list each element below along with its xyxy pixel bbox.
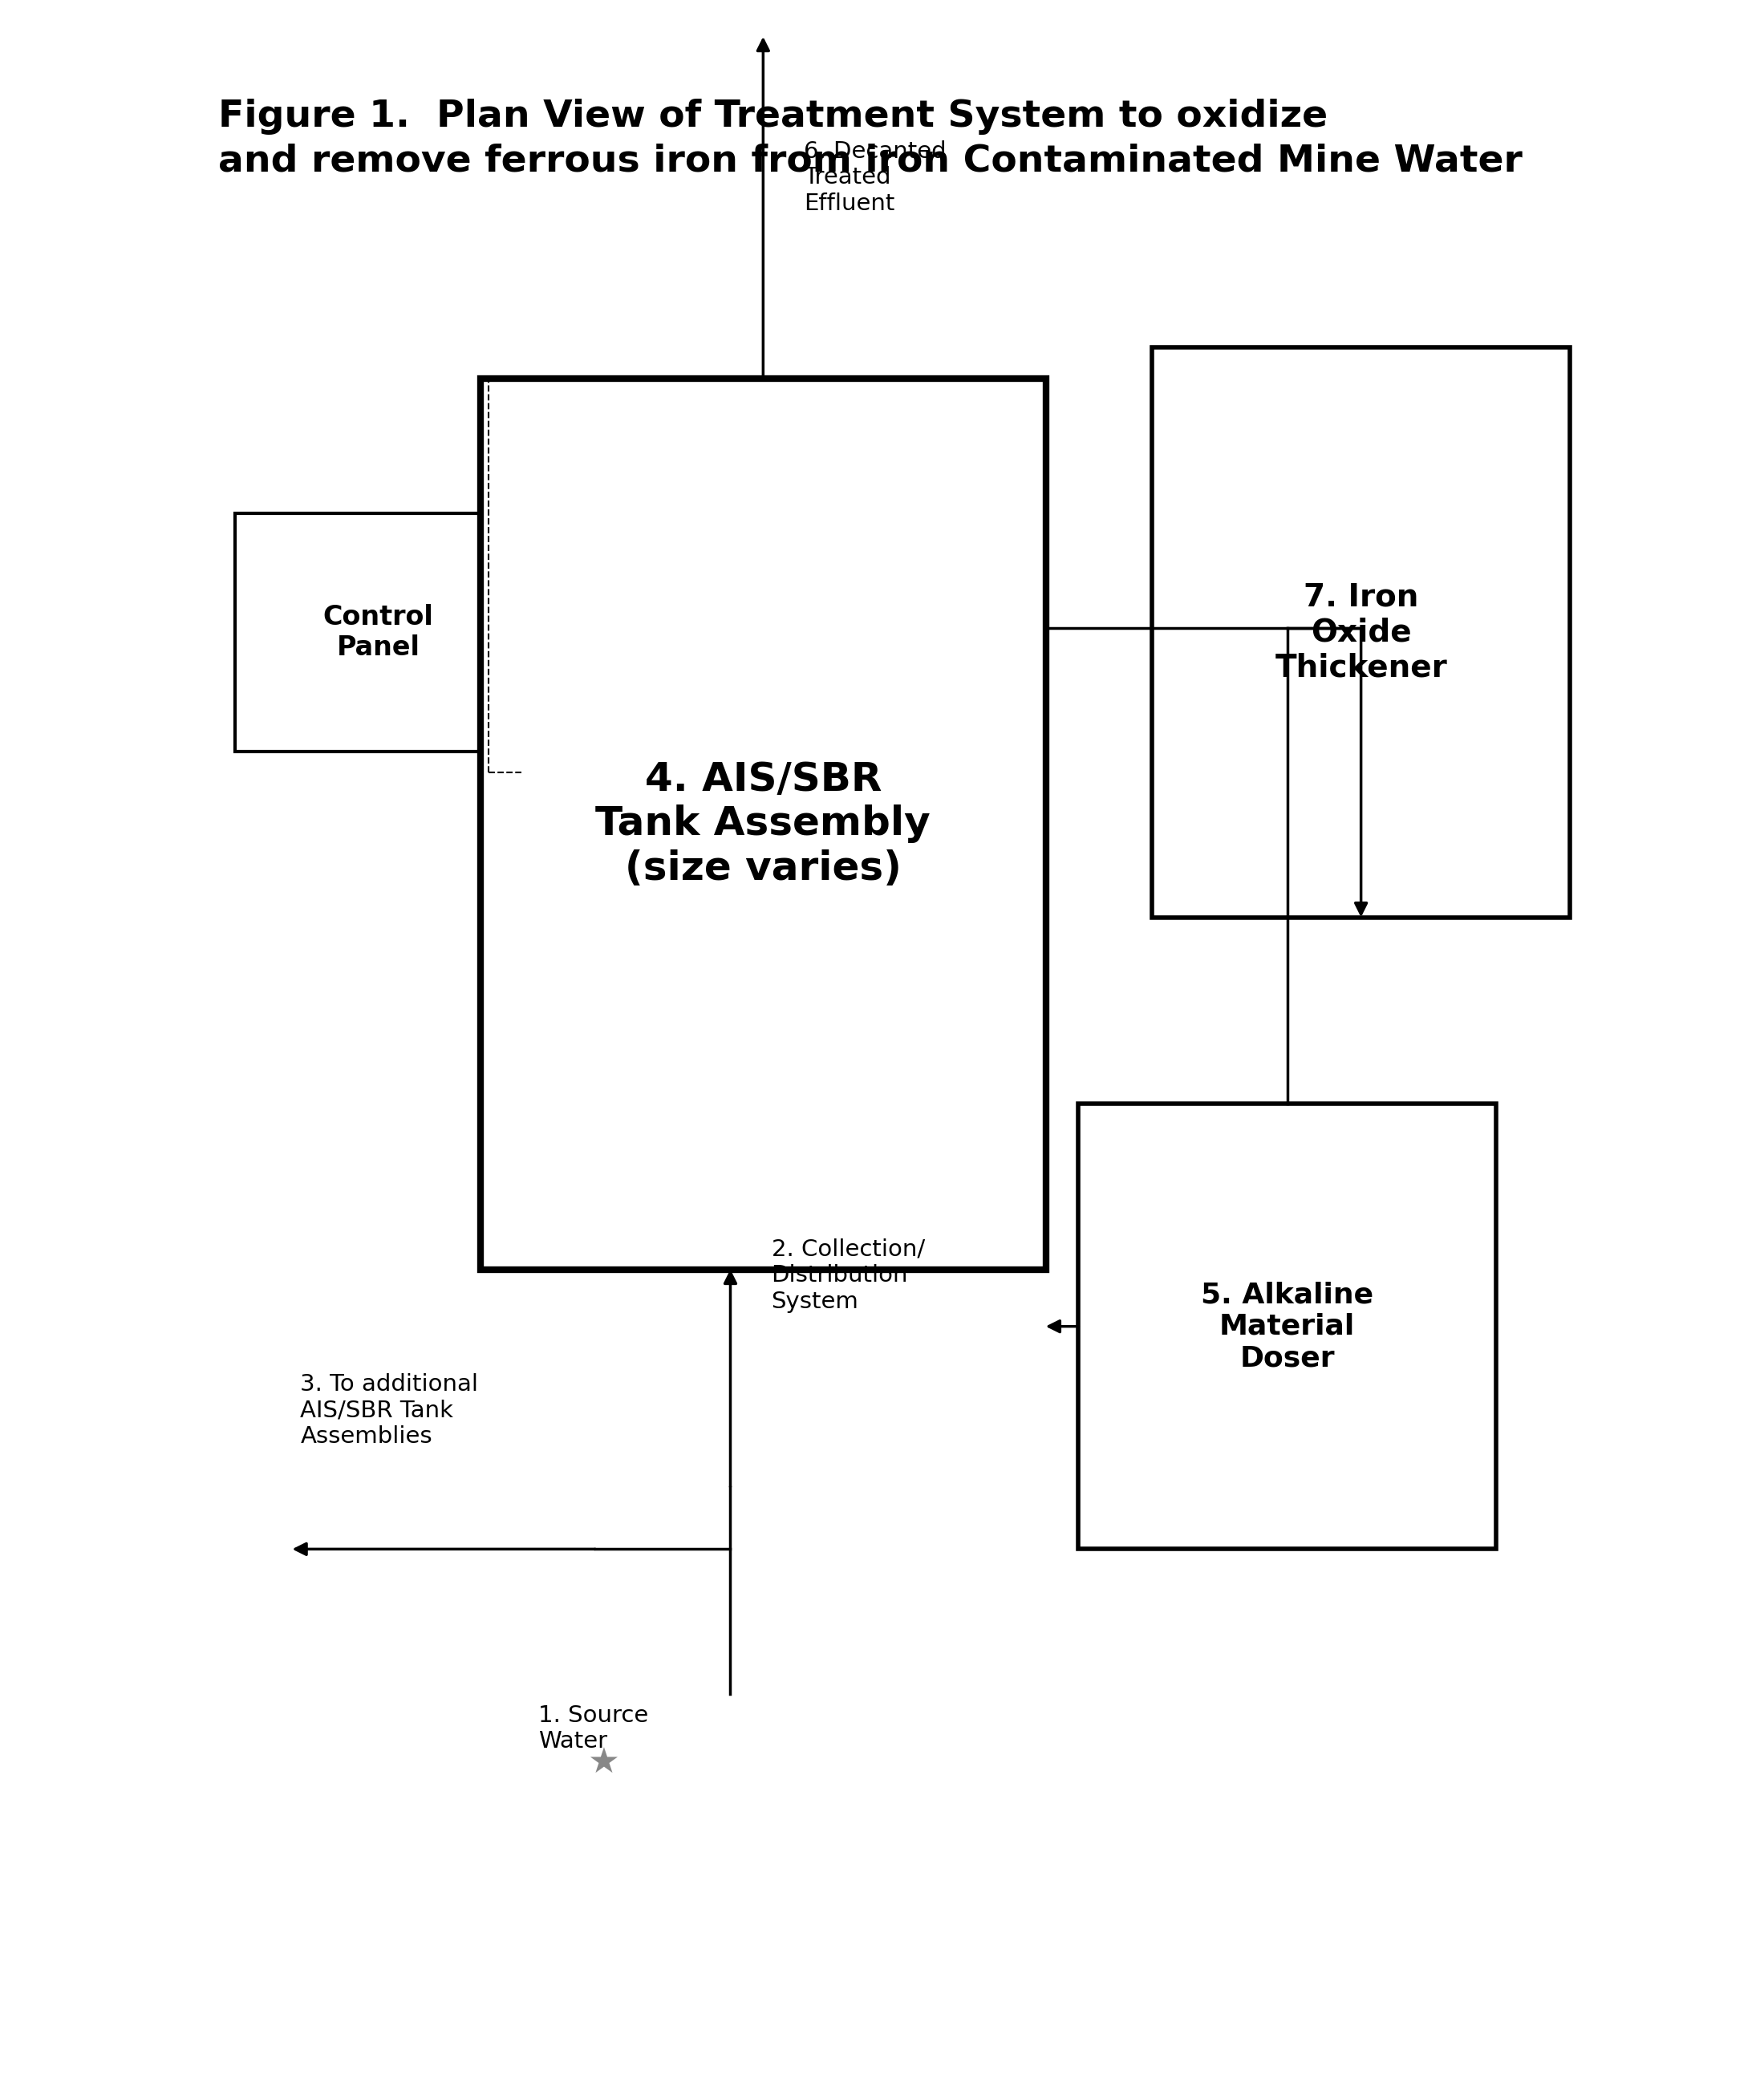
- Bar: [1152, 348, 1570, 917]
- Text: 7. Iron
Oxide
Thickener: 7. Iron Oxide Thickener: [1275, 581, 1446, 683]
- Text: Control
Panel: Control Panel: [323, 604, 434, 660]
- Text: 1. Source
Water: 1. Source Water: [538, 1704, 647, 1754]
- Text: 4. AIS/SBR
Tank Assembly
(size varies): 4. AIS/SBR Tank Assembly (size varies): [596, 760, 931, 887]
- Text: ★: ★: [587, 1746, 619, 1781]
- Text: Figure 1.  Plan View of Treatment System to oxidize
and remove ferrous iron from: Figure 1. Plan View of Treatment System …: [219, 98, 1522, 179]
- Text: 2. Collection/
Distribution
System: 2. Collection/ Distribution System: [771, 1237, 924, 1312]
- Text: 5. Alkaline
Material
Doser: 5. Alkaline Material Doser: [1201, 1281, 1374, 1371]
- Text: 3. To additional
AIS/SBR Tank
Assemblies: 3. To additional AIS/SBR Tank Assemblies: [300, 1373, 478, 1448]
- Bar: [235, 512, 522, 752]
- Bar: [1078, 1104, 1496, 1550]
- Text: 6. Decanted
Treated
Effluent: 6. Decanted Treated Effluent: [804, 140, 947, 215]
- Bar: [480, 379, 1046, 1269]
